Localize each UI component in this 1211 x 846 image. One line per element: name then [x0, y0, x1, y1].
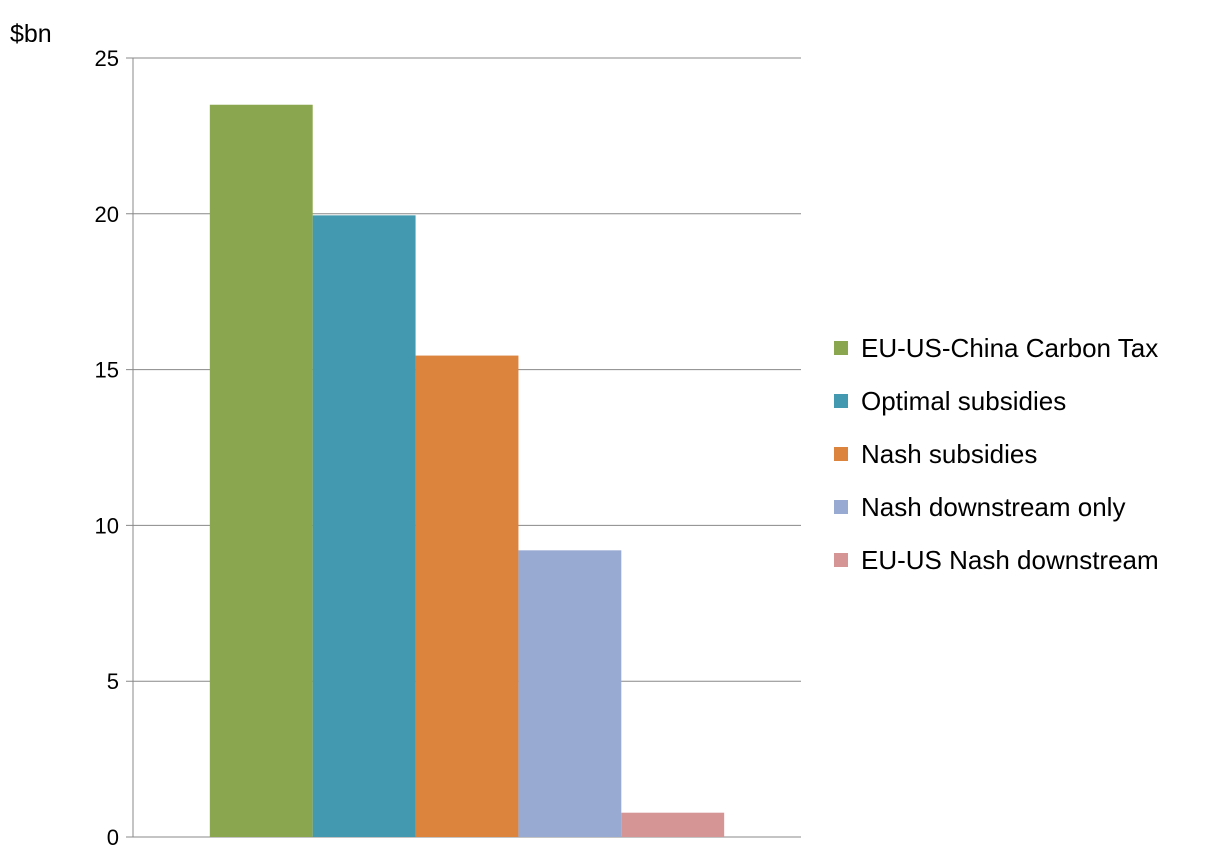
y-tick-label: 20	[95, 202, 119, 227]
legend-swatch	[834, 500, 848, 514]
bars	[209, 104, 725, 838]
bar-1	[209, 104, 313, 838]
legend: EU-US-China Carbon Tax Optimal subsidies N…	[834, 333, 1159, 575]
y-axis-unit-label: $bn	[10, 20, 52, 48]
y-tick-label: 25	[95, 46, 119, 71]
legend-swatch	[834, 341, 848, 355]
bar-2	[312, 215, 416, 837]
legend-label: Optimal subsidies	[861, 386, 1066, 416]
y-tick-label: 5	[107, 669, 119, 694]
y-tick-label: 10	[95, 513, 119, 538]
legend-label: Nash subsidies	[861, 439, 1037, 469]
bar-5	[621, 812, 725, 837]
legend-label: EU-US-China Carbon Tax	[861, 333, 1158, 363]
bar-4	[518, 550, 622, 837]
legend-label: EU-US Nash downstream	[861, 545, 1159, 575]
bar-3	[415, 355, 519, 837]
y-tick-label: 0	[107, 825, 119, 846]
y-axis: 0 5 10 15 20 25	[95, 46, 134, 846]
legend-swatch	[834, 553, 848, 567]
legend-label: Nash downstream only	[861, 492, 1125, 522]
y-tick-label: 15	[95, 358, 119, 383]
legend-swatch	[834, 447, 848, 461]
legend-swatch	[834, 394, 848, 408]
